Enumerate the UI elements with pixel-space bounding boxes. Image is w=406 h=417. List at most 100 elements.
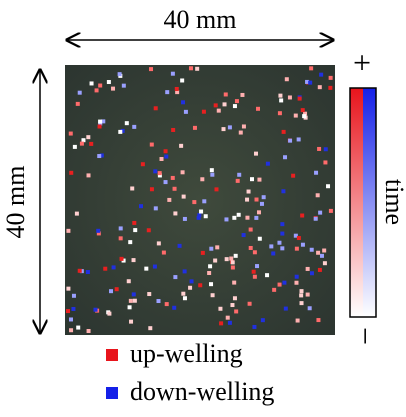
speckle	[119, 256, 124, 261]
speckle	[280, 231, 285, 236]
speckle	[233, 253, 238, 258]
speckle	[305, 79, 310, 84]
speckle	[183, 109, 188, 114]
speckle	[208, 264, 213, 269]
speckle	[227, 125, 232, 130]
speckle	[294, 246, 299, 251]
speckle	[260, 318, 265, 323]
speckle	[131, 258, 136, 263]
speckle	[251, 269, 256, 274]
speckle	[227, 320, 232, 325]
speckle	[216, 108, 221, 113]
speckle	[148, 326, 153, 331]
speckle	[163, 149, 168, 154]
speckle	[172, 305, 177, 310]
speckle	[207, 271, 212, 276]
speckle	[237, 172, 242, 177]
speckle	[195, 66, 200, 71]
speckle	[277, 282, 282, 287]
speckle	[293, 113, 298, 118]
speckle	[287, 95, 292, 100]
speckle	[284, 77, 289, 82]
speckle	[291, 173, 296, 178]
speckle	[85, 270, 90, 275]
speckle	[234, 309, 239, 314]
speckle	[152, 264, 157, 269]
speckle	[326, 184, 331, 189]
speckle	[118, 129, 123, 134]
speckle	[252, 250, 257, 255]
speckle	[167, 197, 172, 202]
speckle	[209, 282, 214, 287]
legend-swatch	[106, 387, 118, 399]
speckle	[241, 124, 246, 129]
speckle	[161, 250, 166, 255]
speckle	[179, 143, 184, 148]
speckle	[272, 287, 277, 292]
speckle	[235, 178, 240, 183]
speckle	[117, 72, 122, 77]
speckle	[181, 194, 186, 199]
speckle	[181, 100, 186, 105]
speckle	[157, 173, 162, 178]
speckle	[68, 131, 73, 136]
speckle	[203, 214, 208, 219]
speckle	[209, 168, 214, 173]
speckle	[209, 246, 214, 251]
speckle	[164, 302, 169, 307]
speckle	[132, 298, 137, 303]
speckle	[214, 187, 219, 192]
speckle	[229, 256, 234, 261]
speckle	[106, 80, 111, 85]
speckle	[300, 242, 305, 247]
speckle	[133, 228, 138, 233]
speckle	[281, 129, 286, 134]
speckle	[86, 135, 91, 140]
speckle	[294, 274, 299, 279]
speckle	[223, 92, 228, 97]
speckle	[86, 173, 91, 178]
speckle	[261, 195, 266, 200]
speckle	[303, 111, 308, 116]
speckle	[293, 233, 298, 238]
speckle	[121, 83, 126, 88]
speckle	[89, 81, 94, 86]
speckle	[230, 265, 235, 270]
speckle	[189, 279, 194, 284]
legend-swatch	[106, 349, 118, 361]
speckle	[97, 124, 102, 129]
speckle	[221, 127, 226, 132]
speckle	[246, 189, 251, 194]
speckle	[232, 280, 237, 285]
speckle	[288, 138, 293, 143]
speckle	[111, 86, 116, 91]
speckle	[232, 296, 237, 301]
speckle	[317, 146, 322, 151]
speckle	[173, 211, 178, 216]
speckle	[241, 233, 246, 238]
colorbar-label: time	[380, 179, 406, 225]
speckle	[172, 186, 177, 191]
speckle	[247, 301, 252, 306]
speckle	[66, 286, 71, 291]
speckle	[280, 246, 285, 251]
speckle	[121, 258, 126, 263]
speckle	[296, 137, 301, 142]
speckle	[245, 197, 250, 202]
speckle	[147, 292, 152, 297]
speckle	[238, 130, 243, 135]
speckle	[313, 216, 318, 221]
colorbar-bottom: −	[348, 327, 384, 345]
speckle	[309, 271, 314, 276]
speckle	[319, 253, 324, 258]
speckle	[173, 275, 178, 280]
speckle	[224, 257, 229, 262]
speckle	[128, 240, 133, 245]
speckle	[153, 106, 158, 111]
speckle	[294, 280, 299, 285]
speckle	[317, 85, 322, 90]
speckle	[240, 92, 245, 97]
speckle	[72, 144, 77, 149]
